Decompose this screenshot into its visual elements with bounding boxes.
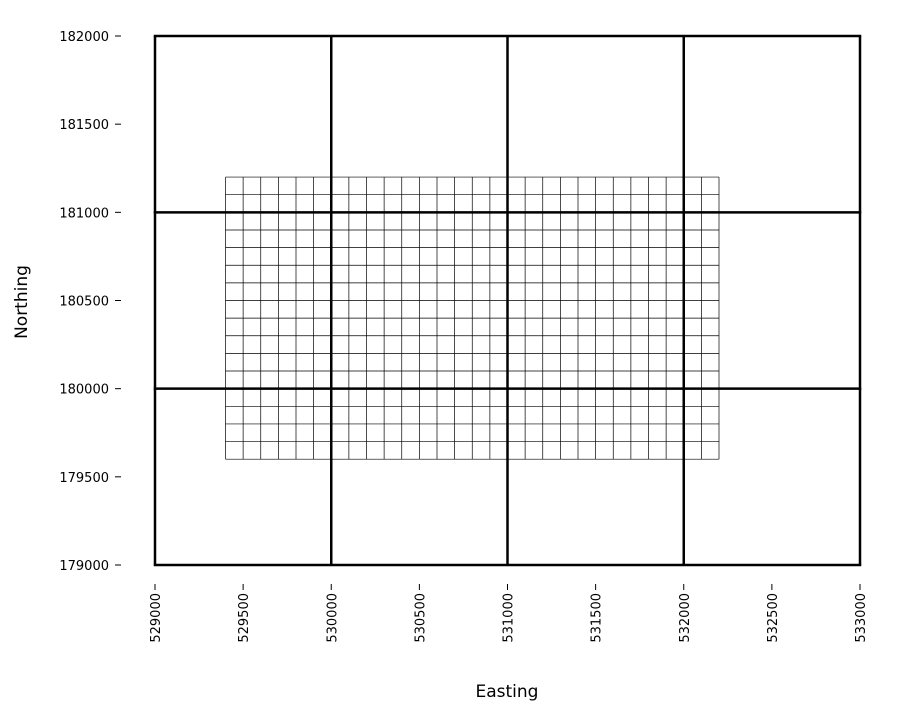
y-axis-label: Northing <box>12 265 32 339</box>
x-axis-label: Easting <box>476 682 539 702</box>
y-tick-label: 180000 <box>59 383 109 398</box>
y-tick-label: 182000 <box>59 30 109 45</box>
x-tick-label: 529000 <box>149 593 164 643</box>
x-tick-label: 529500 <box>237 593 252 643</box>
x-tick-label: 532500 <box>766 593 781 643</box>
x-tick-label: 530500 <box>413 593 428 643</box>
y-tick-label: 181500 <box>59 118 109 133</box>
x-tick-label: 530000 <box>325 593 340 643</box>
y-tick-label: 181000 <box>59 206 109 221</box>
x-tick-label: 531500 <box>590 593 605 643</box>
y-tick-label: 179000 <box>59 559 109 574</box>
y-tick-label: 180500 <box>59 295 109 310</box>
x-tick-label: 532000 <box>678 593 693 643</box>
y-tick-label: 179500 <box>59 471 109 486</box>
x-tick-label: 531000 <box>502 593 517 643</box>
x-tick-label: 533000 <box>854 593 869 643</box>
